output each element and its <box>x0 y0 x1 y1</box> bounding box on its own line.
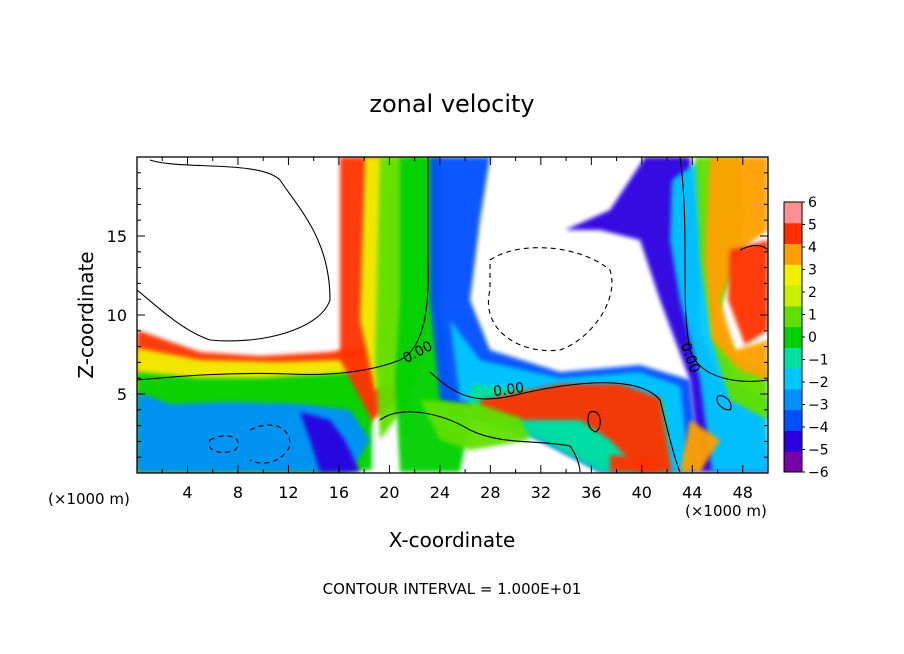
colorbar-label: 6 <box>808 195 817 211</box>
y-tick-label: 15 <box>107 227 127 246</box>
y-axis-label: Z-coordinate <box>74 251 98 378</box>
x-tick-label: 48 <box>733 483 753 502</box>
colorbar-swatch <box>784 305 802 328</box>
contour-interval-note: CONTOUR INTERVAL = 1.000E+01 <box>323 580 582 598</box>
x-tick-label: 16 <box>329 483 349 502</box>
field-region <box>728 240 768 345</box>
colorbar-swatch <box>784 347 802 369</box>
contour-line <box>429 371 681 473</box>
field-region <box>480 384 672 472</box>
x-tick-label: 24 <box>430 483 450 502</box>
colorbar-swatch <box>784 326 802 348</box>
contour-line <box>587 410 601 433</box>
x-tick-label: 20 <box>379 483 399 502</box>
x-tick-label: 8 <box>233 483 243 502</box>
colorbar-label: 0 <box>808 330 817 346</box>
colorbar-label: −5 <box>808 443 829 459</box>
x-unit-left: (×1000 m) <box>48 490 130 508</box>
x-axis-ticks: 4 8 12 16 20 24 28 32 36 40 44 48 <box>161 157 753 502</box>
field-region <box>680 420 720 472</box>
colorbar-swatch <box>784 285 802 307</box>
x-tick-label: 12 <box>278 483 298 502</box>
colorbar-swatch <box>784 430 802 452</box>
contour-line <box>208 435 239 453</box>
colorbar-swatch <box>784 409 802 431</box>
y-axis-ticks: 5 10 15 <box>107 172 768 458</box>
colorbar-swatch <box>784 264 802 286</box>
y-tick-label: 5 <box>117 385 127 404</box>
contour-line <box>137 159 331 342</box>
colorbar-label: 3 <box>808 263 817 279</box>
contour-line <box>379 411 581 473</box>
x-tick-label: 44 <box>682 483 702 502</box>
field-region <box>420 400 530 450</box>
field-region <box>610 455 660 472</box>
field-region <box>137 392 370 472</box>
contour-line <box>487 247 613 352</box>
contour-lines <box>137 157 768 473</box>
x-tick-label: 4 <box>182 483 192 502</box>
colorbar-swatch <box>784 368 802 390</box>
chart-title: zonal velocity <box>369 90 534 118</box>
colorbar: −6 −5 −4 −3 −2 −1 0 1 2 3 4 5 6 <box>783 195 829 481</box>
x-unit-right: (×1000 m) <box>685 502 767 520</box>
colorbar-swatch <box>784 222 802 245</box>
field-region <box>300 412 360 472</box>
colorbar-label: 5 <box>808 218 817 234</box>
velocity-field <box>137 157 768 472</box>
colorbar-swatch <box>784 243 802 265</box>
contour-line <box>679 157 768 382</box>
x-axis-label: X-coordinate <box>389 528 516 552</box>
colorbar-label: 2 <box>808 285 817 301</box>
contour-line <box>716 395 732 411</box>
colorbar-label: −6 <box>808 465 829 481</box>
x-tick-label: 40 <box>632 483 652 502</box>
colorbar-label: −1 <box>808 353 829 369</box>
colorbar-label: 4 <box>808 240 817 256</box>
contour-label: 0.00 <box>492 380 525 400</box>
contour-line <box>137 157 429 381</box>
x-tick-label: 32 <box>531 483 551 502</box>
colorbar-label: 1 <box>808 308 817 324</box>
y-tick-label: 10 <box>107 306 127 325</box>
x-tick-label: 36 <box>581 483 601 502</box>
colorbar-label: −3 <box>808 398 829 414</box>
colorbar-swatch <box>784 388 802 411</box>
colorbar-label: −4 <box>808 420 829 436</box>
colorbar-swatch <box>784 202 802 224</box>
colorbar-label: −2 <box>808 375 829 391</box>
x-tick-label: 28 <box>480 483 500 502</box>
field-region <box>705 157 768 380</box>
colorbar-swatch <box>784 451 802 473</box>
